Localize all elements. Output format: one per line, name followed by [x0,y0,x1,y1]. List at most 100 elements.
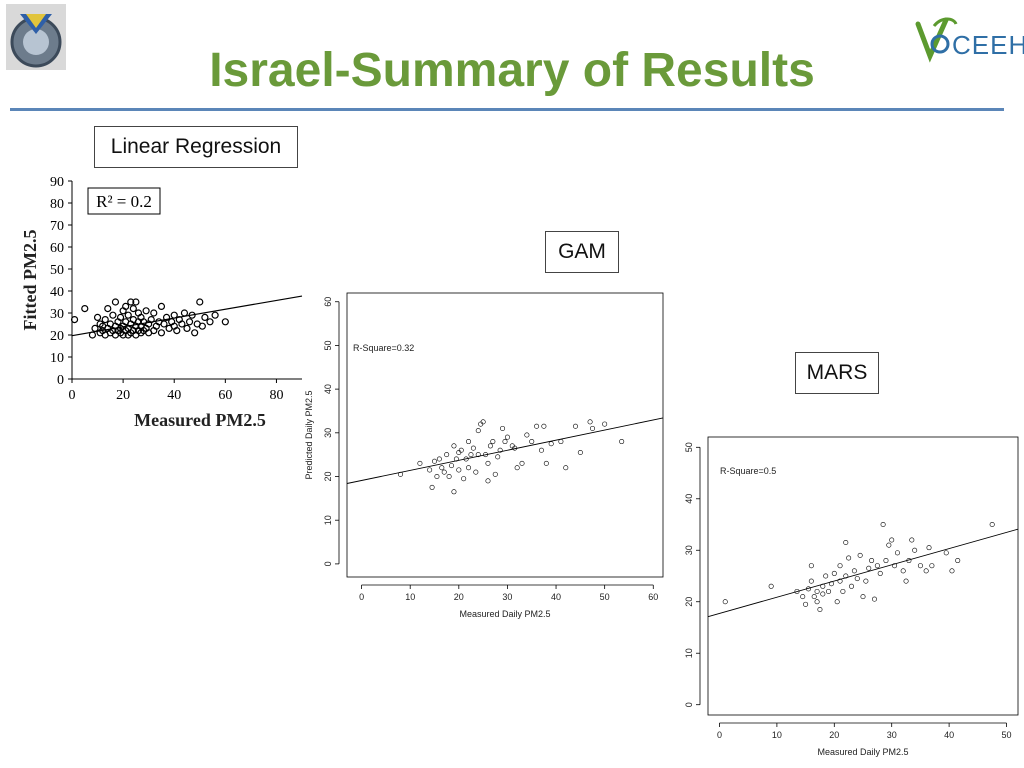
chart1-y-tick-label: 40 [50,285,64,300]
chart2-data-point [453,456,459,462]
chart1-data-point [201,313,209,321]
chart3-data-point [817,606,823,612]
chart1-x-tick-label: 20 [116,388,130,403]
chart3-data-point [808,578,814,584]
linear-regression-label: Linear Regression [94,126,298,168]
chart1-data-point [183,324,191,332]
chart3-data-point [823,573,829,579]
chart3-data-point [900,568,906,574]
chart2-data-point [434,474,440,480]
chart2-data-point [483,452,489,458]
chart2-data-point [502,439,508,445]
chart3-data-point [923,568,929,574]
chart3-data-point [886,542,892,548]
chart1-data-point [157,329,166,337]
chart1-y-tick-label: 10 [50,351,64,366]
chart1-y-tick-label: 80 [50,197,64,212]
chart3-data-point [803,601,809,607]
chart3-data-point [849,583,855,589]
chart2-x-tick-label: 50 [600,592,610,602]
chart3-x-tick-label: 20 [829,730,839,740]
chart3-data-point [894,550,900,556]
chart3-data-point [989,522,995,528]
chart2-data-point [463,456,469,462]
chart3-data-point [843,540,849,546]
chart1-data-point [122,302,130,310]
chart2-data-point [495,454,501,460]
chart2-x-tick-label: 30 [502,592,512,602]
gam-label: GAM [545,231,619,273]
chart3-data-point [837,578,843,584]
chart3-data-point [943,550,949,556]
chart2-data-point [480,419,486,425]
chart2-y-tick-label: 20 [323,471,333,481]
chart2-data-point [563,465,569,471]
chart2-y-tick-label: 40 [323,384,333,394]
chart3-data-point [820,591,826,597]
chart1-data-point [70,316,79,324]
chart1-y-tick-label: 70 [50,219,64,234]
chart2-data-point [461,476,467,482]
chart1-data-point [101,316,109,324]
chart2-data-point [485,460,491,466]
chart1-data-point [185,318,194,326]
chart3-data-point [869,558,875,564]
chart3-data-point [892,563,898,569]
chart2-data-point [619,439,625,445]
chart2-data-point [473,469,479,475]
chart2-data-point [475,452,481,458]
chart2-data-point [466,439,472,445]
chart2-data-point [577,449,583,455]
chart3-data-point [811,594,817,600]
chart1-x-tick-label: 60 [218,388,232,403]
chart1-data-point [162,313,171,321]
chart3-x-axis-title: Measured Daily PM2.5 [817,747,908,757]
chart2-data-point [432,458,438,464]
chart3-y-tick-label: 40 [684,494,694,504]
chart2-data-point [468,452,474,458]
chart1-data-point [191,329,199,337]
ceeh-logo-text: CEEH [952,30,1024,60]
chart1-data-point [93,313,102,321]
chart1-data-point [104,305,112,313]
chart1-data-point [170,311,178,319]
chart3-data-point [871,596,877,602]
chart3-x-tick-label: 50 [1002,730,1012,740]
chart3-data-point [949,568,955,574]
chart2-x-tick-label: 0 [359,592,364,602]
chart3-data-point [906,558,912,564]
chart1-x-axis-title: Measured PM2.5 [134,410,266,430]
chart1-data-point [180,309,189,317]
chart2-data-point [558,439,564,445]
chart2-data-point [446,474,452,480]
chart2-data-point [541,423,547,429]
chart2-data-point [524,432,530,438]
chart3-x-tick-label: 30 [887,730,897,740]
chart3-data-point [909,537,915,543]
chart2-data-point [449,463,455,469]
chart3-data-point [840,588,846,594]
chart3-x-tick-label: 0 [717,730,722,740]
chart2-x-axis-title: Measured Daily PM2.5 [459,609,550,619]
chart3-y-tick-label: 10 [684,648,694,658]
chart1-data-point [221,318,229,326]
chart1-x-tick-label: 40 [167,388,181,403]
chart3-y-tick-label: 30 [684,545,694,555]
chart1-data-point [211,311,219,319]
chart2-data-point [485,478,491,484]
chart3-data-point [917,563,923,569]
chart3-y-tick-label: 0 [684,702,694,707]
chart2-x-tick-label: 40 [551,592,561,602]
chart3-data-point [814,588,820,594]
chart1-x-tick-label: 0 [69,388,76,403]
chart1-data-point [124,311,132,319]
chart2-data-point [466,465,472,471]
chart2-y-tick-label: 50 [323,340,333,350]
chart2-annotation: R-Square=0.32 [353,343,414,353]
chart2-data-point [458,447,464,453]
chart2-data-point [439,465,445,471]
chart3-data-point [874,563,880,569]
chart2-y-axis-title: Predicted Daily PM2.5 [304,390,314,479]
chart1-data-point [81,305,89,313]
chart3-x-tick-label: 10 [772,730,782,740]
